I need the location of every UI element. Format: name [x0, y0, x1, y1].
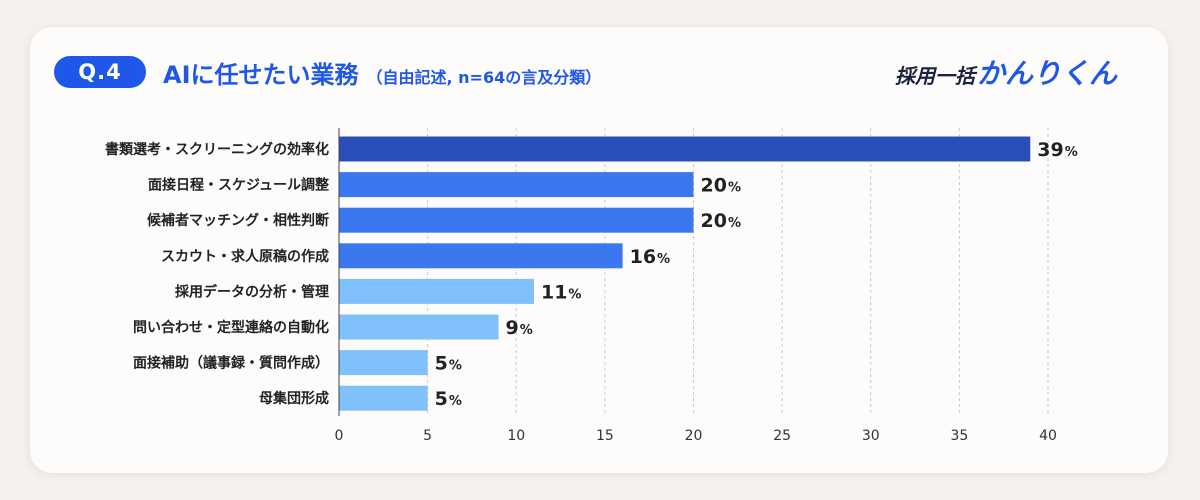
bar-6 [339, 350, 428, 376]
x-tick-5: 5 [423, 428, 432, 444]
value-label-3: 16% [630, 246, 670, 268]
value-labels: 39% 20% 20% 16% 11% 9% 5% 5% [435, 139, 1078, 410]
value-label-6: 5% [435, 353, 462, 375]
x-tick-0: 0 [335, 428, 344, 444]
x-tick-25: 25 [773, 428, 791, 444]
logo-prefix: 採用一括 [895, 64, 975, 88]
value-label-1: 20% [701, 175, 741, 197]
value-label-2: 20% [701, 210, 741, 232]
category-label-0: 書類選考・スクリーニングの効率化 [105, 141, 329, 158]
x-tick-15: 15 [596, 428, 614, 444]
x-tick-35: 35 [950, 428, 968, 444]
category-label-2: 候補者マッチング・相性判断 [147, 212, 329, 229]
brand-logo: 採用一括 かんりくん [895, 52, 1117, 92]
value-label-0: 39% [1037, 139, 1077, 161]
bar-7 [339, 385, 428, 411]
x-tick-10: 10 [507, 428, 525, 444]
bar-4 [339, 278, 534, 304]
x-tick-30: 30 [862, 428, 880, 444]
category-label-4: 採用データの分析・管理 [175, 283, 329, 300]
bars [339, 136, 1031, 411]
category-label-7: 母集団形成 [259, 390, 329, 407]
value-label-4: 11% [541, 281, 581, 303]
category-label-1: 面接日程・スケジュール調整 [148, 177, 330, 194]
chart-subtitle: （自由記述, n=64の言及分類） [366, 68, 602, 87]
category-label-5: 問い合わせ・定型連絡の自動化 [133, 319, 329, 336]
x-tick-40: 40 [1039, 428, 1057, 444]
bar-2 [339, 207, 694, 233]
question-badge: Q.4 [54, 56, 146, 88]
category-label-3: スカウト・求人原稿の作成 [161, 248, 329, 265]
bar-1 [339, 172, 694, 198]
x-tick-20: 20 [685, 428, 703, 444]
logo-main: かんりくん [977, 57, 1118, 90]
chart-title: AIに任せたい業務 [163, 61, 359, 89]
category-labels: 書類選考・スクリーニングの効率化面接日程・スケジュール調整候補者マッチング・相性… [105, 141, 330, 407]
bar-3 [339, 243, 623, 269]
value-label-5: 9% [506, 317, 533, 339]
value-label-7: 5% [435, 388, 462, 410]
x-tick-labels: 0 5 10 15 20 25 30 35 40 [335, 428, 1057, 444]
grid-lines [427, 128, 1049, 416]
category-label-6: 面接補助（議事録・質問作成） [133, 355, 329, 372]
bar-0 [339, 136, 1031, 162]
bar-5 [339, 314, 499, 340]
chart-title-group: AIに任せたい業務 （自由記述, n=64の言及分類） [163, 55, 601, 90]
